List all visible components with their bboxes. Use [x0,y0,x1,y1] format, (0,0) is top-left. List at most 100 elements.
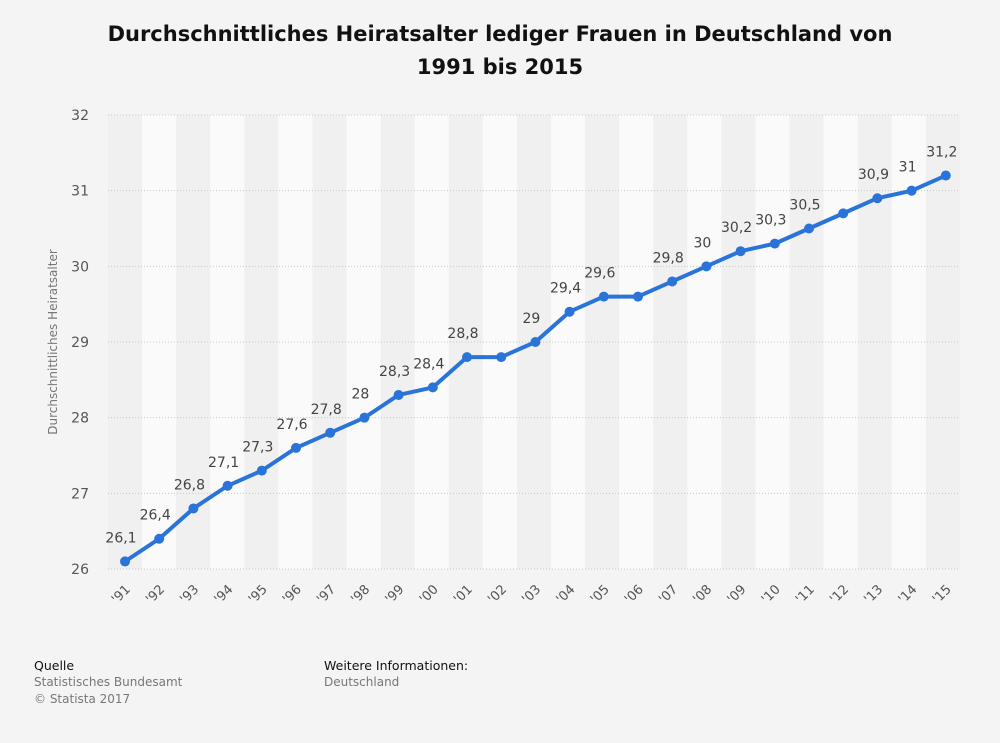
data-point [256,465,267,476]
data-point [462,352,472,363]
data-label: 29,4 [550,281,581,297]
data-label: 29 [522,311,540,327]
data-point [154,533,165,544]
x-tick-label: '08 [690,582,715,607]
data-label: 27,6 [276,417,307,433]
band [278,115,313,569]
data-label: 27,1 [208,455,239,471]
x-tick-label: '12 [827,582,852,607]
x-tick-label: '05 [588,582,613,607]
data-label: 27,8 [311,402,342,418]
data-point [769,238,780,249]
data-point [291,442,301,453]
info-heading: Weitere Informationen: [324,658,469,673]
data-point [530,337,541,347]
band [789,115,824,569]
data-point [120,556,130,567]
copyright-line: © Statista 2017 [34,692,131,706]
band [482,115,517,569]
x-axis-ticks: '91 '92 '93 '94 '95 '96 '97 '98 '99 '00 '01 '02 '03 '… [109,582,955,607]
y-tick-label: 29 [71,335,89,351]
x-tick-label: '15 [930,582,955,607]
band [312,115,347,569]
data-point [564,306,575,317]
data-point [906,185,917,196]
band [891,115,926,569]
data-point [188,503,199,514]
data-label: 31 [899,160,917,176]
data-point [872,193,883,204]
data-label: 30,5 [789,198,820,214]
data-point [735,246,746,257]
band [108,115,143,569]
data-point [222,480,233,491]
band [687,115,722,569]
x-tick-label: '99 [383,582,408,607]
x-tick-label: '93 [177,582,202,607]
data-label: 28,4 [413,356,444,372]
chart-title: Durchschnittliches Heiratsalter lediger … [107,22,893,79]
x-tick-label: '13 [861,582,886,607]
band [755,115,790,569]
band [653,115,688,569]
data-label: 30 [693,235,711,251]
info-line: Deutschland [324,675,400,689]
data-point [325,427,336,438]
data-point [427,382,438,393]
band [585,115,620,569]
data-points [120,170,951,567]
data-label: 28,3 [379,364,410,380]
band [380,115,415,569]
x-tick-label: '00 [417,582,442,607]
x-tick-label: '04 [554,582,579,607]
x-tick-label: '96 [280,582,305,607]
data-point [838,208,849,219]
data-point [804,223,814,234]
data-label: 26,8 [174,477,205,493]
data-label: 26,4 [140,508,171,524]
y-tick-label: 27 [71,486,89,502]
data-point [496,352,507,363]
data-label: 30,9 [858,167,889,183]
source-heading: Quelle [34,658,75,673]
data-label: 26,1 [105,530,136,546]
data-point [359,412,370,423]
source-line: Statistisches Bundesamt [34,675,183,689]
x-tick-label: '91 [109,582,134,607]
band [551,115,586,569]
data-point [598,291,609,302]
x-tick-label: '06 [622,582,647,607]
data-point [940,170,951,181]
data-point [667,276,678,287]
data-label: 28 [351,387,369,403]
band [857,115,892,569]
y-tick-label: 28 [71,411,89,427]
x-tick-label: '09 [725,582,750,607]
source-block: Quelle Statistisches Bundesamt © Statist… [34,657,182,708]
x-tick-label: '10 [759,582,784,607]
data-point [393,389,404,400]
data-label: 27,3 [242,440,273,456]
data-label: 30,3 [755,213,786,229]
data-label: 31,2 [926,145,957,161]
x-tick-label: '14 [896,582,921,607]
x-tick-label: '94 [212,582,237,607]
x-tick-label: '07 [656,582,681,607]
x-tick-label: '01 [451,582,476,607]
data-label: 30,2 [721,220,752,236]
data-label: 29,6 [584,266,615,282]
data-label: 28,8 [447,326,478,342]
x-tick-label: '95 [246,582,271,607]
data-point [701,261,712,272]
x-tick-label: '02 [485,582,510,607]
band [210,115,245,569]
y-tick-label: 30 [71,259,89,275]
x-tick-label: '11 [793,582,818,607]
y-tick-label: 26 [71,562,89,578]
x-tick-label: '03 [519,582,544,607]
x-tick-label: '98 [348,582,373,607]
info-block: Weitere Informationen: Deutschland [324,657,468,691]
data-label: 29,8 [653,250,684,266]
y-axis-ticks: 26 27 28 29 30 31 32 [71,108,89,578]
